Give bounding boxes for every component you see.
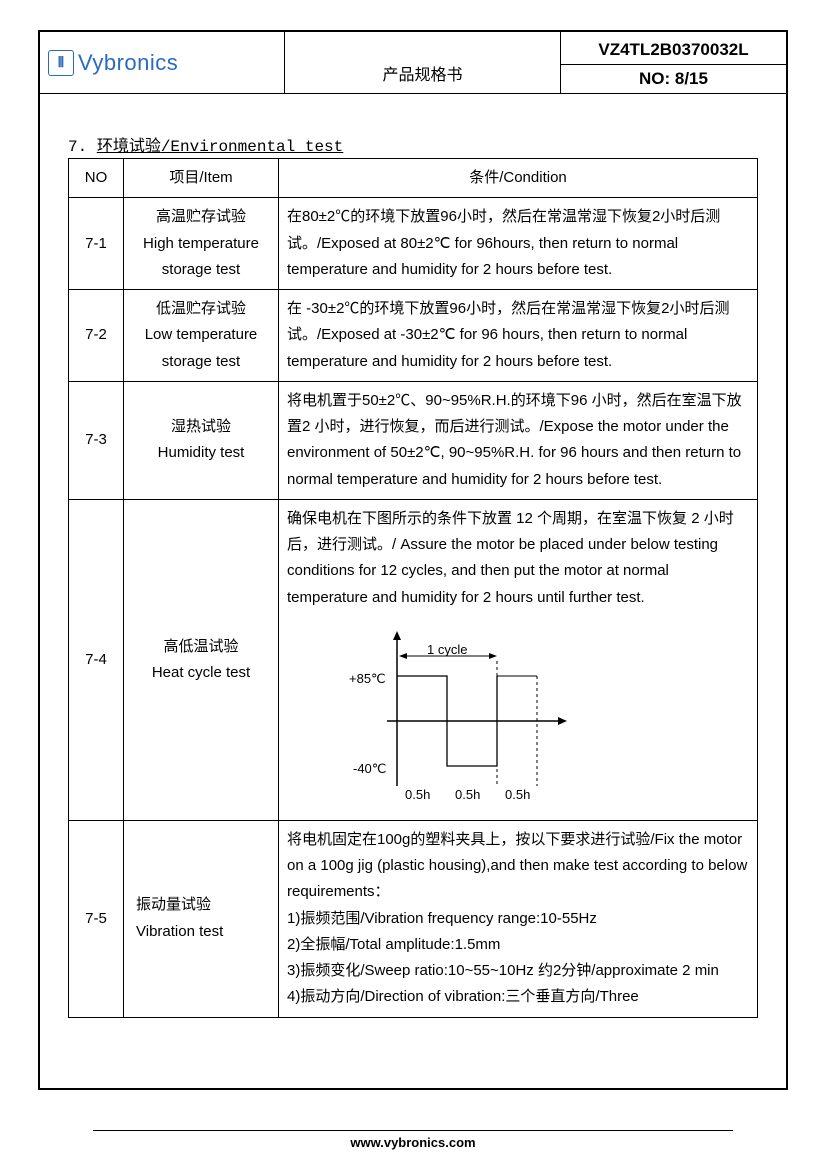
cell-item: 振动量试验 Vibration test — [124, 820, 279, 1017]
cell-condition: 将电机置于50±2℃、90~95%R.H.的环境下96 小时，然后在室温下放置2… — [279, 381, 758, 499]
xtick-2: 0.5h — [505, 784, 530, 807]
cell-item: 高低温试验 Heat cycle test — [124, 499, 279, 820]
part-number: VZ4TL2B0370032L — [561, 36, 786, 65]
logo-cell: ⫴ Vybronics — [40, 32, 285, 93]
section-title-en: /Environmental test — [161, 138, 343, 156]
logo-icon: ⫴ — [48, 50, 74, 76]
xtick-0: 0.5h — [405, 784, 430, 807]
table-row: 7-1 高温贮存试验 High temperature storage test… — [69, 198, 758, 290]
page-number: NO: 8/15 — [639, 65, 708, 89]
th-condition: 条件/Condition — [279, 159, 758, 198]
section-title: 7. 环境试验/Environmental test — [68, 132, 786, 156]
section-title-cn: 环境试验 — [97, 138, 161, 156]
cycle-label: 1 cycle — [427, 639, 467, 662]
table-row: 7-5 振动量试验 Vibration test 将电机固定在100g的塑料夹具… — [69, 820, 758, 1017]
cell-item: 湿热试验 Humidity test — [124, 381, 279, 499]
cell-item: 高温贮存试验 High temperature storage test — [124, 198, 279, 290]
xtick-1: 0.5h — [455, 784, 480, 807]
cell-item: 低温贮存试验 Low temperature storage test — [124, 290, 279, 382]
low-temp-label: -40℃ — [353, 758, 386, 781]
page-frame: ⫴ Vybronics 产品规格书 VZ4TL2B0370032L NO: 8/… — [38, 30, 788, 1090]
cell-no: 7-4 — [69, 499, 124, 820]
high-temp-label: +85℃ — [349, 668, 386, 691]
doc-title: 产品规格书 — [285, 32, 561, 93]
header: ⫴ Vybronics 产品规格书 VZ4TL2B0370032L NO: 8/… — [40, 32, 786, 94]
cell-condition: 确保电机在下图所示的条件下放置 12 个周期，在室温下恢复 2 小时后，进行测试… — [279, 499, 758, 820]
cell-condition: 在80±2℃的环境下放置96小时，然后在常温常湿下恢复2小时后测试。/Expos… — [279, 198, 758, 290]
footer-url: www.vybronics.com — [350, 1135, 475, 1150]
th-no: NO — [69, 159, 124, 198]
spec-table: NO 项目/Item 条件/Condition 7-1 高温贮存试验 High … — [68, 158, 758, 1018]
cell-condition: 在 -30±2℃的环境下放置96小时，然后在常温常湿下恢复2小时后测试。/Exp… — [279, 290, 758, 382]
th-item: 项目/Item — [124, 159, 279, 198]
cond-text: 确保电机在下图所示的条件下放置 12 个周期，在室温下恢复 2 小时后，进行测试… — [287, 510, 734, 606]
cell-no: 7-5 — [69, 820, 124, 1017]
cell-no: 7-1 — [69, 198, 124, 290]
logo-text: Vybronics — [78, 50, 178, 76]
section-number: 7. — [68, 138, 87, 156]
table-row: 7-4 高低温试验 Heat cycle test 确保电机在下图所示的条件下放… — [69, 499, 758, 820]
footer: www.vybronics.com — [0, 1130, 826, 1150]
table-header-row: NO 项目/Item 条件/Condition — [69, 159, 758, 198]
cell-condition: 将电机固定在100g的塑料夹具上，按以下要求进行试验/Fix the motor… — [279, 820, 758, 1017]
cell-no: 7-3 — [69, 381, 124, 499]
heat-cycle-chart: 1 cycle +85℃ -40℃ 0.5h 0.5h 0.5h — [327, 626, 587, 806]
partno-cell: VZ4TL2B0370032L NO: 8/15 — [561, 32, 786, 93]
cell-no: 7-2 — [69, 290, 124, 382]
table-row: 7-3 湿热试验 Humidity test 将电机置于50±2℃、90~95%… — [69, 381, 758, 499]
table-row: 7-2 低温贮存试验 Low temperature storage test … — [69, 290, 758, 382]
